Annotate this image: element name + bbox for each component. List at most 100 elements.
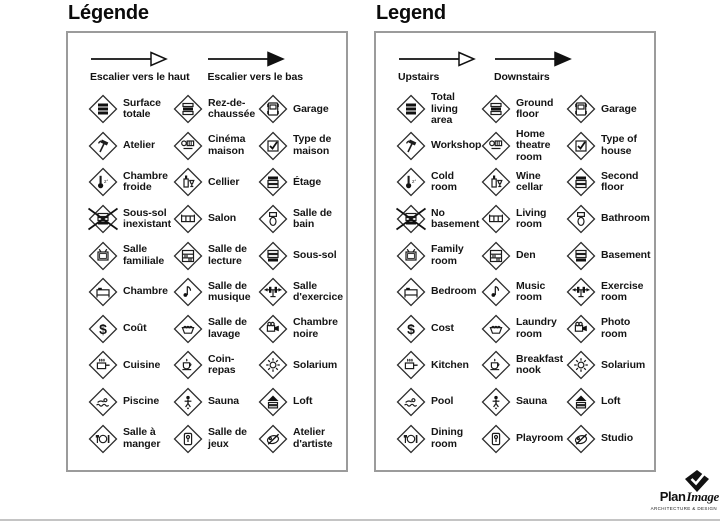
legend-item-label: Playroom <box>516 431 564 444</box>
legend-item-label: Kitchen <box>431 358 469 371</box>
legend-item-label: Cellier <box>208 175 240 188</box>
solarium-icon <box>566 350 596 380</box>
legend-box-french: Escalier vers le haut Escalier vers le b… <box>66 31 348 472</box>
legend-item-label: Bedroom <box>431 285 477 298</box>
stairs-down-label: Downstairs <box>494 71 550 83</box>
legend-item-label: Coin-repas <box>208 352 236 377</box>
legend-item: Type de maison <box>258 131 346 161</box>
legend-item: Playroom <box>481 424 566 454</box>
type-of-house-icon <box>258 131 288 161</box>
bathroom-icon <box>566 204 596 234</box>
pool-icon <box>88 387 118 417</box>
second-floor-icon <box>566 167 596 197</box>
legend-item: Atelier <box>88 131 173 161</box>
garage-icon <box>566 94 596 124</box>
legend-item: Atelier d'artiste <box>258 424 346 454</box>
legend-item-label: Surface totale <box>123 96 161 121</box>
total-living-area-icon <box>396 94 426 124</box>
stairs-down-label: Escalier vers le bas <box>207 71 303 83</box>
legend-item: Kitchen <box>396 350 481 380</box>
legend-item: Cuisine <box>88 350 173 380</box>
legend-item: Sous-sol inexistant <box>88 204 173 234</box>
cold-room-icon: 2° <box>88 167 118 197</box>
legend-item: Chambre <box>88 277 173 307</box>
legend-item: Ground floor <box>481 94 566 124</box>
bedroom-icon <box>396 277 426 307</box>
legend-item-label: Cost <box>431 322 454 335</box>
legend-item: Piscine <box>88 387 173 417</box>
legend-item: Dining room <box>396 424 481 454</box>
ground-floor-icon <box>481 94 511 124</box>
music-room-icon <box>173 277 203 307</box>
den-icon <box>481 241 511 271</box>
legend-item-label: Atelier d'artiste <box>293 426 333 450</box>
legend-item: Sauna <box>481 387 566 417</box>
breakfast-nook-icon <box>173 350 203 380</box>
no-basement-icon <box>88 204 118 234</box>
legend-item-label: Loft <box>293 395 313 408</box>
kitchen-icon <box>88 350 118 380</box>
legend-item-label: Cinéma maison <box>208 133 246 157</box>
legend-item: Laundry room <box>481 314 566 344</box>
legend-item-label: Garage <box>601 102 637 115</box>
legend-item-label: Den <box>516 248 536 261</box>
legend-item-label: Ground floor <box>516 96 554 121</box>
living-room-icon <box>481 204 511 234</box>
legend-item: Loft <box>258 387 346 417</box>
legend-item: Type of house <box>566 131 654 161</box>
legend-panel-english: Legend Upstairs Downstairs Total living … <box>374 0 656 472</box>
legend-item: Salon <box>173 204 258 234</box>
stairs-up-legend: Escalier vers le haut <box>90 50 190 83</box>
page-bottom-border <box>0 519 720 521</box>
stair-arrows-french: Escalier vers le haut Escalier vers le b… <box>90 50 346 83</box>
legend-item: Cinéma maison <box>173 131 258 161</box>
legend-item: Cellier <box>173 167 258 197</box>
studio-icon <box>258 424 288 454</box>
legend-item-label: Atelier <box>123 139 155 152</box>
stairs-down-arrow-icon <box>208 51 286 67</box>
legend-item: Sous-sol <box>258 241 346 271</box>
legend-item: $ Coût <box>88 314 173 344</box>
legend-item: Salle de lecture <box>173 241 258 271</box>
legend-item: Chambre noire <box>258 314 346 344</box>
dining-room-icon <box>396 424 426 454</box>
legend-item: Den <box>481 241 566 271</box>
legend-item-label: Sauna <box>516 395 548 408</box>
legend-item: Garage <box>258 94 346 124</box>
legend-item-label: Loft <box>601 395 621 408</box>
legend-item-label: Salle de jeux <box>208 426 247 450</box>
legend-panel-french: Légende Escalier vers le haut Escalier v… <box>66 0 348 472</box>
legend-item: Living room <box>481 204 566 234</box>
legend-item-label: Salle de lavage <box>208 316 247 340</box>
type-of-house-icon <box>566 131 596 161</box>
legend-item-label: Living room <box>516 206 547 231</box>
bathroom-icon <box>258 204 288 234</box>
total-living-area-icon <box>88 94 118 124</box>
legend-item: Sauna <box>173 387 258 417</box>
stairs-down-arrow-icon <box>495 51 572 67</box>
sauna-icon <box>173 387 203 417</box>
page-title-french: Légende <box>68 2 149 24</box>
legend-item-label: Basement <box>601 248 651 261</box>
legend-item: Solarium <box>258 350 346 380</box>
legend-item-label: Home theatre room <box>516 127 551 163</box>
legend-item-label: Total living area <box>431 90 458 127</box>
legend-item-label: Piscine <box>123 395 160 408</box>
legend-item-label: Salle de bain <box>293 206 332 231</box>
playroom-icon <box>481 424 511 454</box>
legend-item-label: Breakfast nook <box>516 352 563 377</box>
legend-item-label: Étage <box>293 175 322 188</box>
svg-text:$: $ <box>407 321 415 337</box>
legend-item-label: Photo room <box>601 316 631 340</box>
legend-item: Breakfast nook <box>481 350 566 380</box>
legend-item: Salle de lavage <box>173 314 258 344</box>
legend-item: Salle de musique <box>173 277 258 307</box>
family-room-icon <box>88 241 118 271</box>
legend-item: Garage <box>566 94 654 124</box>
wine-cellar-icon <box>481 167 511 197</box>
loft-icon <box>566 387 596 417</box>
stairs-down-legend: Downstairs <box>494 50 572 83</box>
legend-item-label: Laundry room <box>516 316 557 340</box>
stairs-up-label: Escalier vers le haut <box>90 71 190 83</box>
legend-item: Total living area <box>396 90 481 127</box>
